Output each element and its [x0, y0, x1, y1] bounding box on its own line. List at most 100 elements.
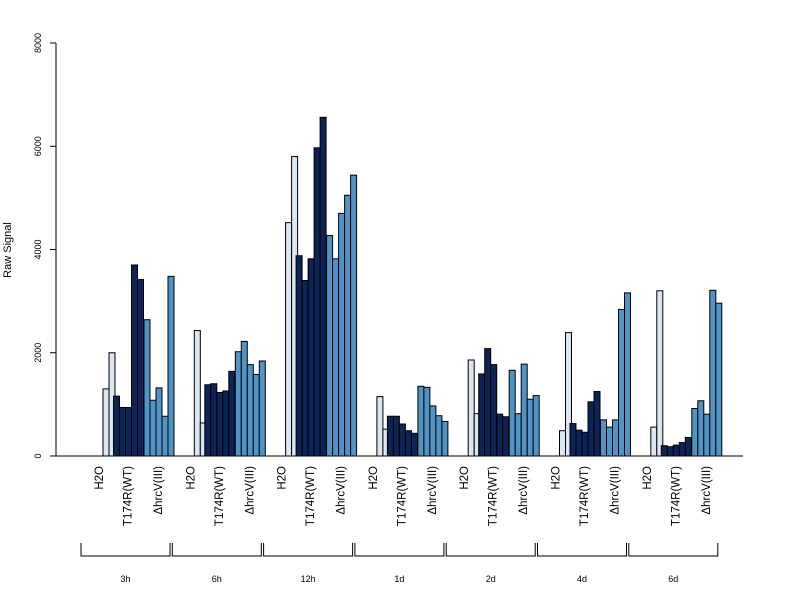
bar [508, 369, 516, 457]
y-tick-label: 0 [33, 453, 43, 458]
group-label: T174R(WT) [123, 466, 135, 526]
bar [131, 264, 138, 457]
bar [149, 399, 157, 457]
bar [376, 396, 384, 457]
bar [587, 401, 595, 457]
bar [569, 422, 577, 457]
bar [417, 385, 425, 457]
bar [678, 442, 686, 457]
bar [484, 348, 492, 457]
bar [350, 174, 358, 457]
bar [526, 398, 534, 457]
group-label: T174R(WT) [396, 466, 408, 526]
bar [624, 292, 631, 457]
bar [313, 147, 321, 457]
timepoint-label: 2d [486, 574, 496, 584]
bars [102, 116, 723, 457]
bar [125, 406, 132, 457]
bar [666, 446, 674, 457]
timepoint-bracket [171, 543, 262, 557]
bar [520, 363, 528, 457]
bar [565, 332, 572, 457]
group-label: ΔhrcV(III) [244, 466, 256, 515]
bar [119, 406, 126, 457]
bar [246, 364, 254, 457]
bar [600, 419, 607, 457]
bar [612, 419, 619, 457]
bar [285, 222, 293, 457]
bar [532, 395, 540, 457]
group-labels: H2O T174R(WT) ΔhrcV(III) H2O T174R(WT) ΔhrcV(… [94, 466, 713, 526]
group-label: ΔhrcV(III) [610, 466, 622, 515]
bar [467, 359, 475, 457]
bar [344, 194, 352, 457]
bar [240, 340, 248, 457]
timepoint-bracket [537, 543, 627, 557]
bar [137, 278, 144, 457]
bar [102, 388, 110, 457]
bar [490, 364, 498, 457]
bar [684, 436, 692, 457]
bar [502, 416, 510, 457]
group-label: H2O [277, 466, 289, 490]
bar [204, 384, 212, 457]
timepoint-label: 12h [301, 574, 316, 584]
bar [228, 370, 236, 457]
bar [575, 429, 583, 457]
bar [222, 390, 230, 457]
group-label: T174R(WT) [579, 466, 591, 526]
bar [618, 308, 625, 457]
bar [252, 373, 260, 457]
timepoint-label: 1d [394, 574, 404, 584]
group-label: H2O [459, 466, 471, 490]
timepoint-brackets: 3h 6h 12h 1d 2d 4d 6d [80, 543, 719, 584]
group-label: ΔhrcV(III) [701, 466, 713, 515]
bar [709, 289, 717, 457]
bar [319, 116, 327, 457]
bar [234, 351, 242, 457]
bar [338, 212, 346, 457]
bar [392, 415, 400, 457]
group-label: ΔhrcV(III) [336, 466, 348, 515]
bar [404, 430, 412, 457]
bar [295, 255, 303, 457]
bar [441, 420, 449, 457]
bar [660, 445, 668, 457]
bar [161, 415, 169, 457]
bar [143, 319, 151, 457]
group-label: H2O [94, 466, 106, 490]
bar [697, 400, 705, 457]
group-label: H2O [551, 466, 563, 490]
bar [423, 386, 431, 457]
bar [606, 426, 613, 457]
group-label: ΔhrcV(III) [427, 466, 439, 515]
bar [398, 423, 406, 457]
bar [593, 390, 601, 457]
timepoint-label: 3h [120, 574, 130, 584]
y-tick-label: 4000 [33, 239, 43, 259]
bar [113, 395, 120, 457]
group-label: H2O [368, 466, 380, 490]
bar [656, 290, 664, 457]
bar [167, 275, 175, 457]
group-label: T174R(WT) [305, 466, 317, 526]
bar [258, 360, 266, 457]
timepoint-bracket [263, 543, 354, 557]
y-axis: 0 2000 4000 6000 8000 [33, 33, 57, 459]
bar [514, 413, 522, 457]
timepoint-bracket [80, 543, 171, 557]
bar [429, 405, 437, 457]
bar [703, 413, 711, 457]
bar [672, 444, 680, 457]
bar [326, 235, 334, 457]
bar [216, 392, 224, 457]
bar [496, 413, 504, 457]
group-label: ΔhrcV(III) [518, 466, 530, 515]
y-tick-label: 8000 [33, 33, 43, 53]
timepoint-label: 4d [577, 574, 587, 584]
y-tick-label: 6000 [33, 136, 43, 156]
bar [307, 258, 315, 457]
bar [332, 258, 340, 457]
timepoint-label: 6d [668, 574, 678, 584]
